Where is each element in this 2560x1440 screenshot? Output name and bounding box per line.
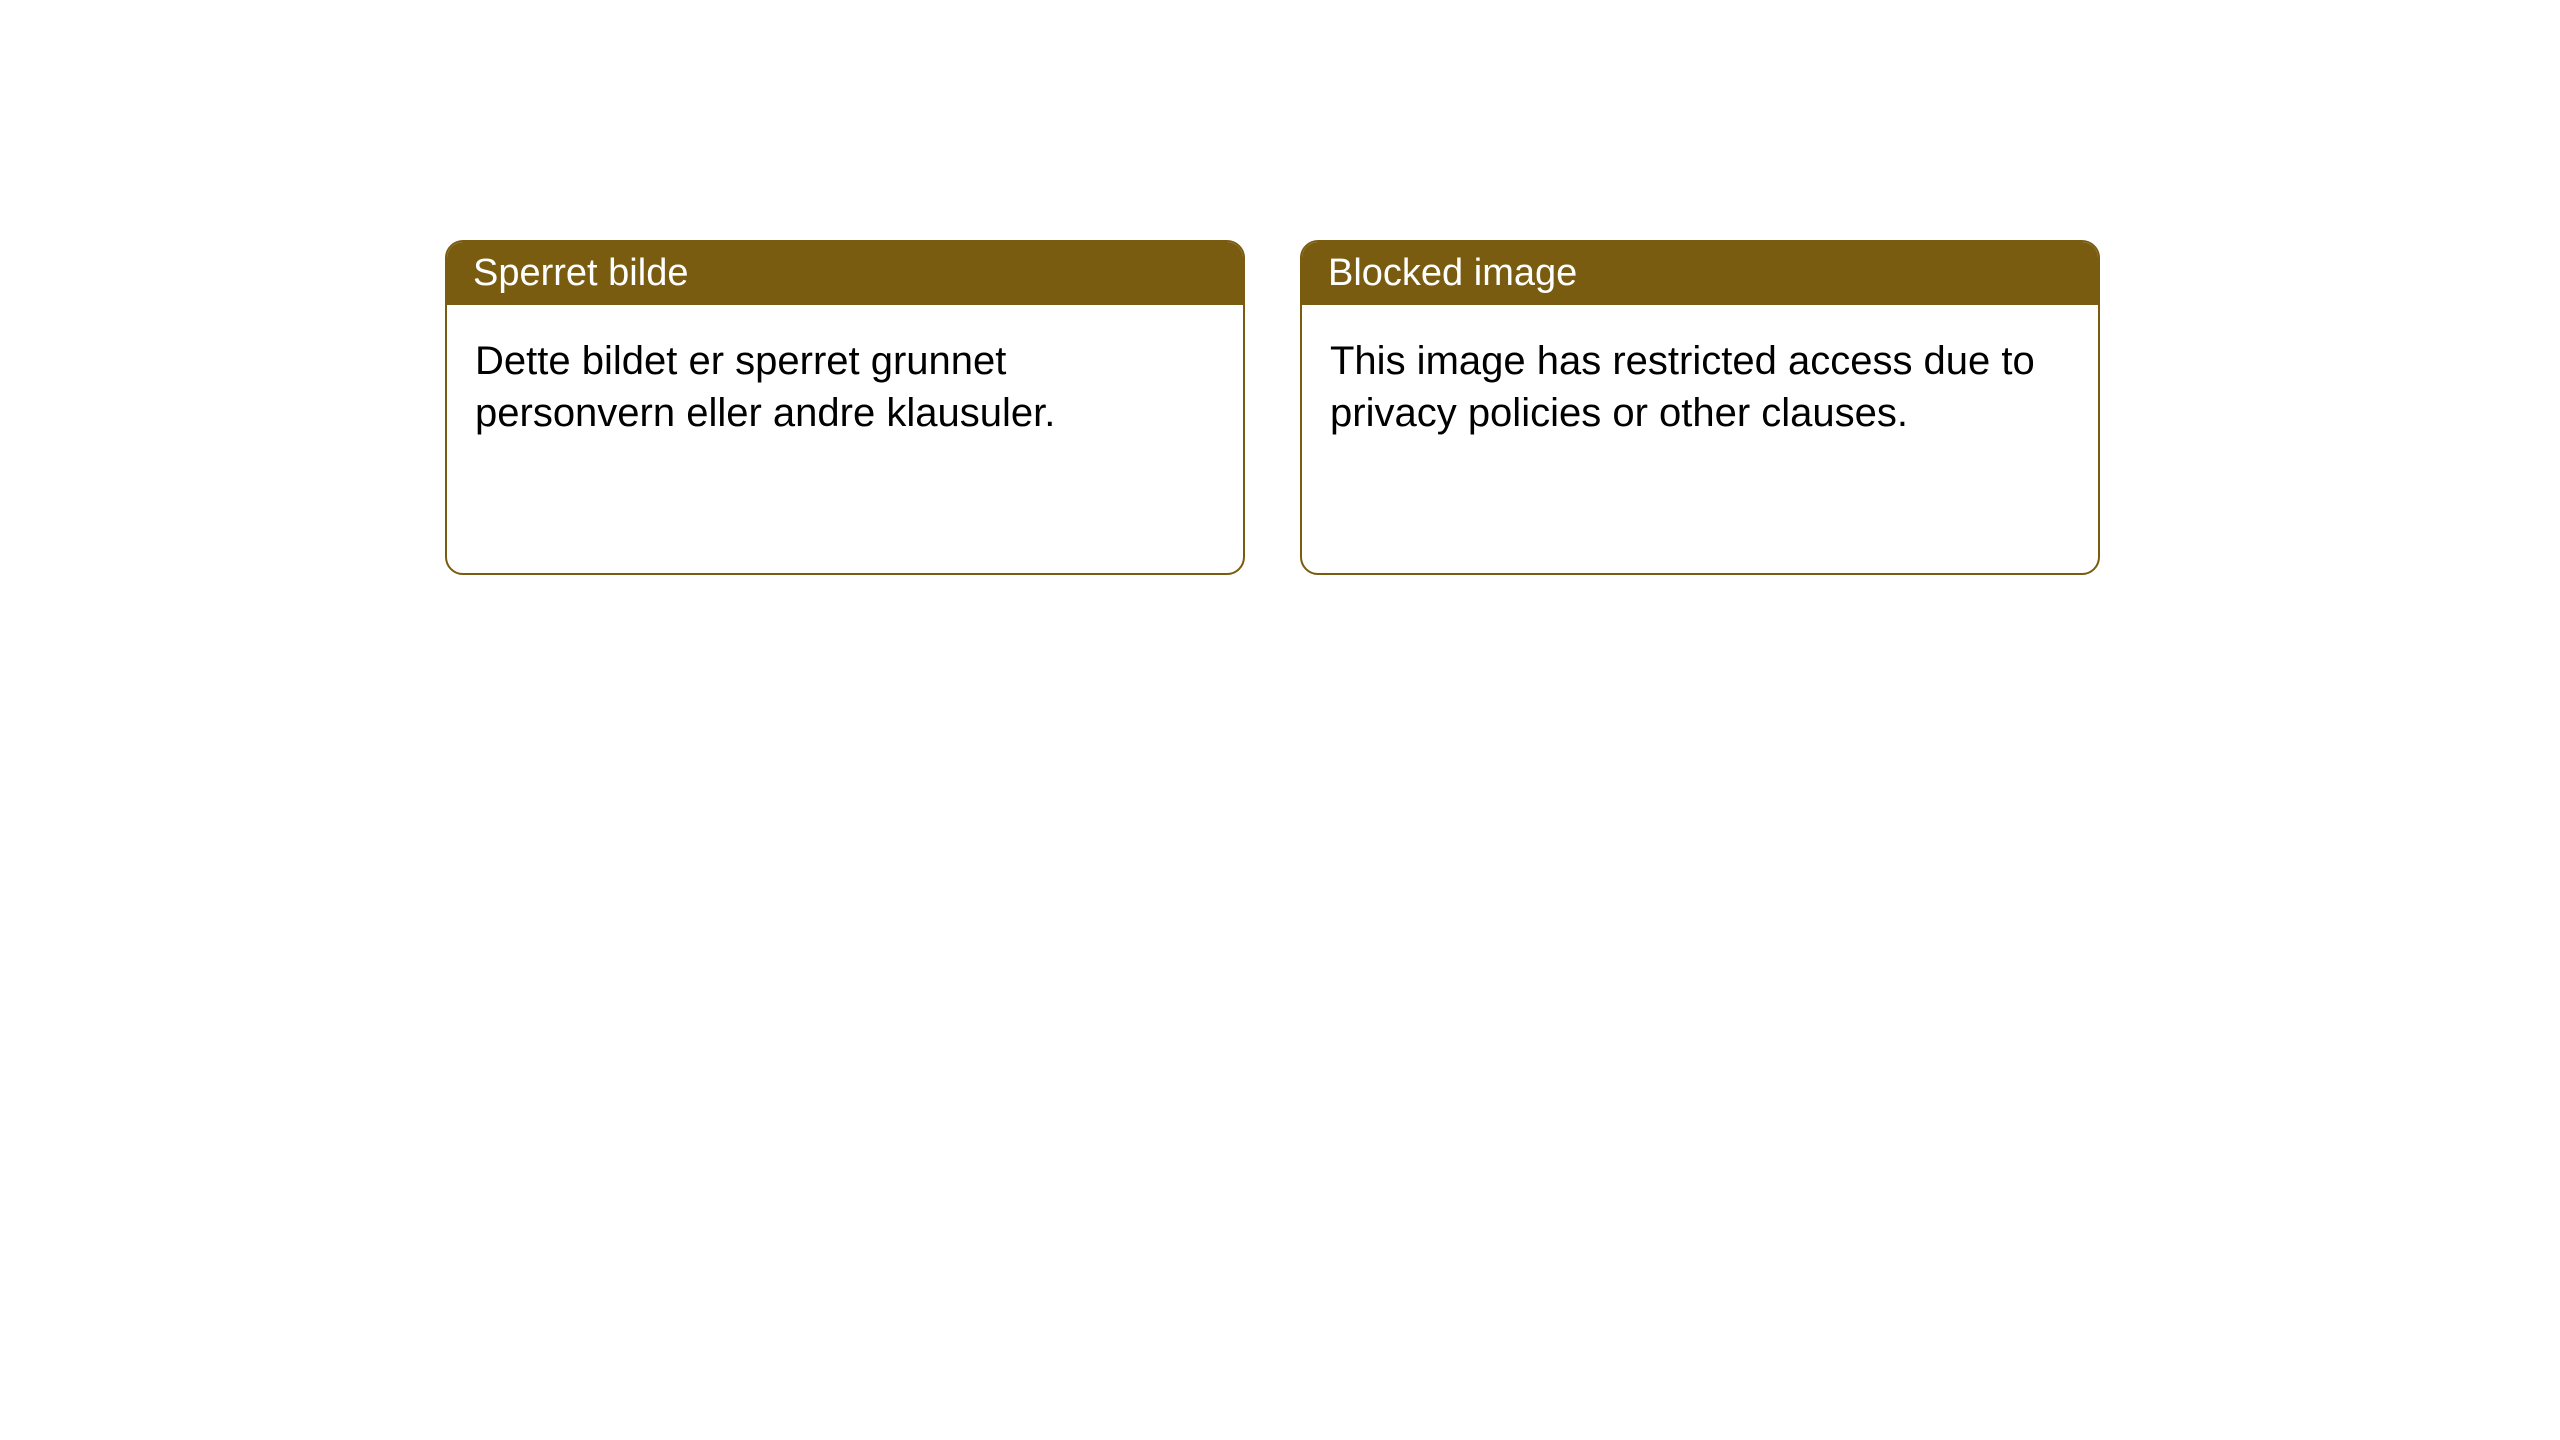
- notice-card-english: Blocked image This image has restricted …: [1300, 240, 2100, 575]
- card-body-norwegian: Dette bildet er sperret grunnet personve…: [447, 305, 1243, 469]
- card-body-text: This image has restricted access due to …: [1330, 339, 2035, 435]
- card-header-english: Blocked image: [1302, 242, 2098, 305]
- notice-cards-container: Sperret bilde Dette bildet er sperret gr…: [445, 240, 2560, 575]
- card-body-english: This image has restricted access due to …: [1302, 305, 2098, 469]
- card-header-title: Blocked image: [1328, 252, 1577, 294]
- card-header-title: Sperret bilde: [473, 252, 688, 294]
- card-body-text: Dette bildet er sperret grunnet personve…: [475, 339, 1055, 435]
- notice-card-norwegian: Sperret bilde Dette bildet er sperret gr…: [445, 240, 1245, 575]
- card-header-norwegian: Sperret bilde: [447, 242, 1243, 305]
